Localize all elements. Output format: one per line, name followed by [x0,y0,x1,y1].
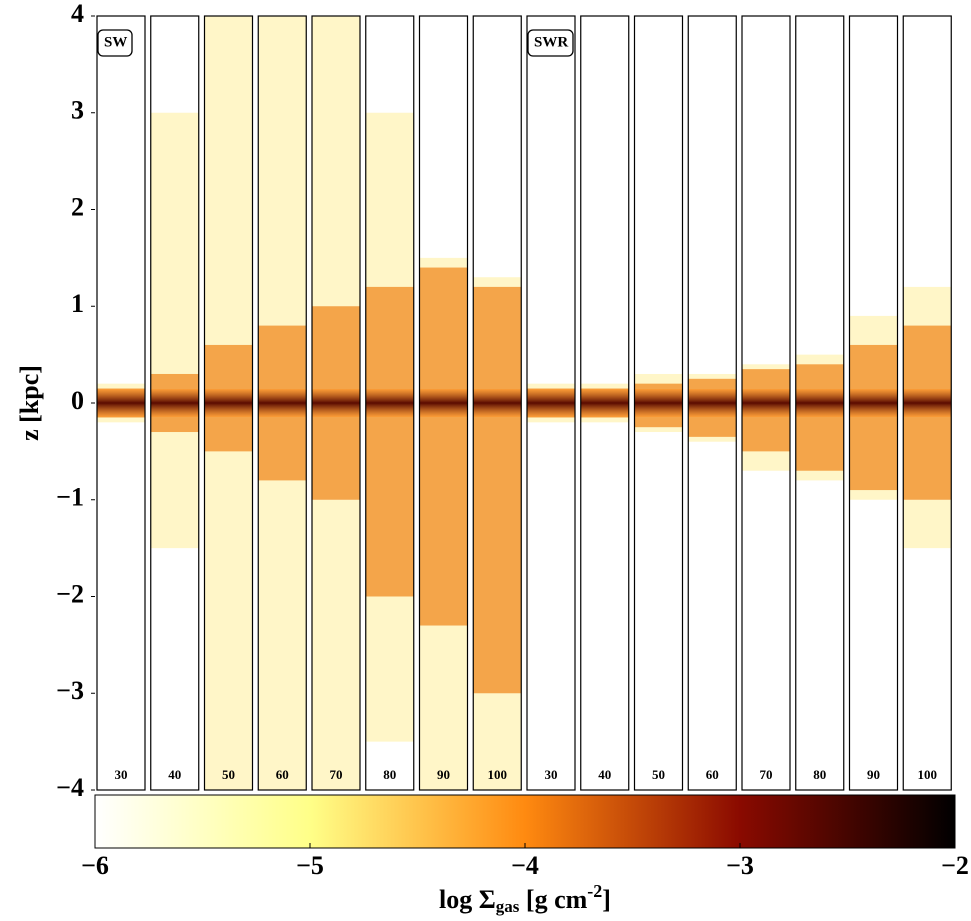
panel-frame [741,15,791,791]
panel [634,373,683,433]
panel-frame [633,15,684,791]
colorbar [94,794,956,849]
panel [742,364,790,471]
panel-frame [150,15,200,791]
panel-frame [526,15,576,791]
panel-frame [418,15,469,791]
panel [204,16,253,790]
colorbar-tick-label: −6 [81,851,109,880]
panel-frame [365,15,415,791]
panel-label: 80 [813,767,826,782]
panel [312,16,360,790]
y-axis-label: z [kpc] [15,365,44,441]
panel-frame [257,15,307,791]
group-label: SWR [534,34,568,50]
panel-label: 30 [545,767,558,782]
panel-label: 80 [383,767,396,782]
panel-frame [902,15,952,791]
group-label-box [527,29,574,57]
disk [527,389,575,417]
disk [688,389,737,417]
disk [419,389,468,417]
dense-gas-halo [419,267,468,626]
panel [580,383,629,423]
y-tick-label: 2 [71,192,84,221]
panel-label: 90 [867,767,880,782]
panel-label: 30 [115,767,128,782]
panel [365,112,414,742]
colorbar-tick-label: −5 [296,851,324,880]
panel [849,315,898,500]
panel-label: 90 [437,767,450,782]
colorbar-tick-label: −2 [941,851,969,880]
y-tick-label: −3 [56,676,84,705]
panel-label: 100 [918,767,938,782]
panel-label: 100 [488,767,508,782]
panel [97,383,145,423]
y-tick-label: −1 [56,483,84,512]
disk [204,389,253,417]
disk [903,389,952,417]
panel [795,354,844,481]
y-tick-label: 3 [71,96,84,125]
disk [849,389,898,417]
disk [473,389,522,417]
dense-gas-halo [849,344,898,491]
y-tick-label: 4 [71,0,84,28]
panel-frame [472,15,522,791]
panel-frame [311,15,361,791]
disk [97,389,145,417]
panel [473,277,522,790]
colorbar-tick-label: −3 [726,851,754,880]
disk [742,389,790,417]
disk [795,389,844,417]
label-part: [g cm [519,885,587,914]
colorbar-tick-label: −4 [511,851,539,880]
disk [365,389,414,417]
panel-label: 40 [168,767,181,782]
panel-frame [96,15,146,791]
panel-frame [580,15,630,791]
panel-frame [203,15,254,791]
panel [150,112,199,549]
panel [527,383,575,423]
disk [312,389,360,417]
dense-gas-halo [365,286,414,597]
group-label-box [97,29,133,57]
panel-frame [795,15,845,791]
panel-label: 40 [598,767,611,782]
disk [580,389,629,417]
diffuse-gas [150,112,199,549]
disk [150,389,199,417]
dense-gas-halo [473,286,522,694]
label-part: ] [602,885,611,914]
label-part: log Σ [439,885,496,914]
panel [258,16,307,790]
panel-label: 50 [222,767,235,782]
y-tick-label: 0 [71,386,84,415]
label-superscript: -2 [587,881,602,901]
panel-label: 70 [760,767,773,782]
group-label: SW [104,34,127,50]
dense-gas-halo [795,364,844,471]
panel-frame [848,15,899,791]
panel [688,373,737,442]
panel-frame [687,15,737,791]
y-tick-label: −4 [56,773,84,802]
colorbar-label: log Σgas [g cm-2] [439,881,611,916]
disk [258,389,307,417]
panel-label: 50 [652,767,665,782]
label-subscript: gas [496,897,520,916]
panel [903,286,952,549]
y-tick-label: −2 [56,579,84,608]
panel-label: 70 [330,767,343,782]
y-tick-label: 1 [71,289,84,318]
panel-label: 60 [276,767,289,782]
panel [419,257,468,790]
disk [634,389,683,417]
panel-label: 60 [706,767,719,782]
